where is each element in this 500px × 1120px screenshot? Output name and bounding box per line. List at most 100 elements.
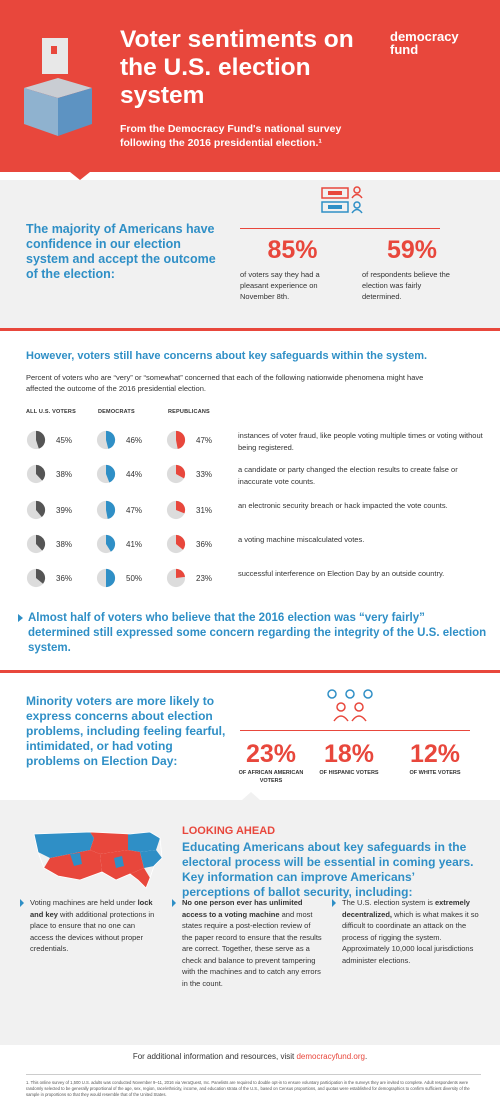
footer-text: For additional information and resources… bbox=[132, 1052, 297, 1061]
pie-slice bbox=[106, 534, 116, 552]
concern-label: a candidate or party changed the electio… bbox=[238, 465, 458, 486]
confidence-text: The majority of Americans have confidenc… bbox=[26, 222, 216, 281]
column-header-democrats: DEMOCRATS bbox=[98, 409, 135, 415]
stat-value: 85% bbox=[267, 236, 318, 264]
section-divider bbox=[0, 670, 500, 673]
pie-all-voters bbox=[26, 500, 46, 520]
stat-description: of voters say they had a pleasant experi… bbox=[240, 270, 320, 301]
pie-slice bbox=[176, 568, 186, 578]
pct-all-voters: 36% bbox=[56, 574, 73, 583]
concern-row: 38% 44% 33% a candidate or party changed th… bbox=[0, 458, 500, 492]
pie-slice bbox=[36, 500, 46, 518]
stat-fairly-determined: 59% of respondents believe the election … bbox=[362, 236, 462, 302]
stat-value: 23% bbox=[245, 740, 297, 768]
pie-slice bbox=[176, 464, 186, 479]
pie-democrats bbox=[96, 534, 116, 554]
pie-all-voters bbox=[26, 464, 46, 484]
concern-label: an electronic security breach or hack im… bbox=[238, 501, 448, 510]
stat-pleasant-experience: 85% of voters say they had a pleasant ex… bbox=[240, 236, 345, 302]
pct-republicans: 33% bbox=[196, 470, 213, 479]
integrity-callout: Almost half of voters who believe that t… bbox=[28, 612, 487, 654]
pie-all-voters bbox=[26, 568, 46, 588]
column-header-republicans: REPUBLICANS bbox=[168, 409, 210, 415]
concern-label: instances of voter fraud, like people vo… bbox=[238, 431, 483, 452]
pct-democrats: 47% bbox=[126, 506, 143, 515]
bullet-item-lock-and-key: Voting machines are held under lock and … bbox=[20, 897, 160, 955]
concerns-intro: Percent of voters who are “very” or “som… bbox=[26, 373, 424, 393]
concern-row: 45% 46% 47% instances of voter fraud, like … bbox=[0, 424, 500, 458]
confidence-section bbox=[0, 180, 500, 328]
bullet-arrow-icon bbox=[172, 899, 176, 907]
pct-republicans: 23% bbox=[196, 574, 213, 583]
bullet-arrow-icon bbox=[20, 899, 24, 907]
pct-all-voters: 39% bbox=[56, 506, 73, 515]
pie-slice bbox=[36, 430, 46, 449]
bullet-text: The U.S. election system is bbox=[342, 898, 435, 907]
minority-text: Minority voters are more likely to expre… bbox=[26, 694, 226, 768]
column-header-all: ALL U.S. VOTERS bbox=[26, 409, 76, 415]
concern-row: 39% 47% 31% an electronic security breach o… bbox=[0, 494, 500, 528]
us-election-map-icon bbox=[33, 831, 163, 889]
stat-value: 18% bbox=[323, 740, 375, 768]
pie-slice bbox=[106, 430, 116, 449]
pie-democrats bbox=[96, 500, 116, 520]
democracy-fund-logo[interactable]: democracy fund bbox=[390, 30, 480, 56]
section-notch bbox=[242, 792, 260, 800]
footer-period: . bbox=[364, 1052, 368, 1061]
bullet-bold: lock and key bbox=[30, 898, 153, 919]
pct-all-voters: 38% bbox=[56, 470, 73, 479]
logo-line-1: democracy bbox=[390, 29, 459, 44]
divider-line bbox=[240, 730, 470, 731]
stat-label: OF HISPANIC VOTERS bbox=[319, 770, 379, 776]
pct-democrats: 50% bbox=[126, 574, 143, 583]
pct-democrats: 41% bbox=[126, 540, 143, 549]
pie-democrats bbox=[96, 568, 116, 588]
pie-all-voters bbox=[26, 430, 46, 450]
concern-label: successful interference on Election Day … bbox=[238, 569, 445, 578]
pie-slice bbox=[106, 464, 116, 483]
section-divider bbox=[0, 328, 500, 331]
bullet-text: with additional protections in place to … bbox=[30, 909, 155, 954]
bullet-bold: No one person ever has unlimited access … bbox=[182, 898, 303, 919]
pct-democrats: 44% bbox=[126, 470, 143, 479]
ballot-form-icon bbox=[321, 186, 363, 214]
pie-republicans bbox=[166, 430, 186, 450]
pie-slice bbox=[36, 534, 46, 551]
pie-republicans bbox=[166, 500, 186, 520]
pie-republicans bbox=[166, 464, 186, 484]
page-subtitle: From the Democracy Fund's national surve… bbox=[120, 123, 342, 149]
bullet-item-decentralized: The U.S. election system is extremely de… bbox=[332, 897, 479, 966]
page-title: Voter sentiments on the U.S. election sy… bbox=[120, 26, 354, 109]
pct-democrats: 46% bbox=[126, 436, 143, 445]
concerns-heading: However, voters still have concerns abou… bbox=[26, 350, 428, 362]
ballot-box-icon bbox=[24, 38, 92, 136]
stat-value: 12% bbox=[409, 740, 461, 768]
bullet-text: which is what makes it so difficult to c… bbox=[342, 909, 479, 965]
pie-slice bbox=[106, 500, 116, 519]
concern-row: 38% 41% 36% a voting machine miscalculated … bbox=[0, 528, 500, 562]
callout-arrow-icon bbox=[18, 614, 23, 622]
stat-hispanic: 18% OF HISPANIC VOTERS bbox=[310, 740, 388, 777]
pct-all-voters: 38% bbox=[56, 540, 73, 549]
concern-row: 36% 50% 23% successful interference on Elec… bbox=[0, 562, 500, 596]
democracyfund-link[interactable]: democracyfund.org bbox=[296, 1052, 365, 1061]
pct-all-voters: 45% bbox=[56, 436, 73, 445]
pie-republicans bbox=[166, 568, 186, 588]
footnote: 1. This online survey of 1,500 U.S. adul… bbox=[26, 1080, 470, 1097]
bullet-bold: extremely decentralized, bbox=[342, 898, 470, 919]
header-notch bbox=[70, 172, 90, 180]
pct-republicans: 47% bbox=[196, 436, 213, 445]
footer-info: For additional information and resources… bbox=[0, 1052, 500, 1061]
stat-white: 12% OF WHITE VOTERS bbox=[396, 740, 474, 777]
stat-description: of respondents believe the election was … bbox=[362, 270, 450, 301]
pct-republicans: 36% bbox=[196, 540, 213, 549]
pie-democrats bbox=[96, 464, 116, 484]
pie-slice bbox=[106, 568, 116, 588]
pct-republicans: 31% bbox=[196, 506, 213, 515]
looking-ahead-kicker: LOOKING AHEAD bbox=[182, 825, 276, 837]
pie-slice bbox=[36, 464, 46, 481]
pie-all-voters bbox=[26, 534, 46, 554]
stat-label: OF AFRICAN AMERICAN VOTERS bbox=[238, 770, 304, 784]
stat-african-american: 23% OF AFRICAN AMERICAN VOTERS bbox=[232, 740, 310, 785]
bullet-arrow-icon bbox=[332, 899, 336, 907]
